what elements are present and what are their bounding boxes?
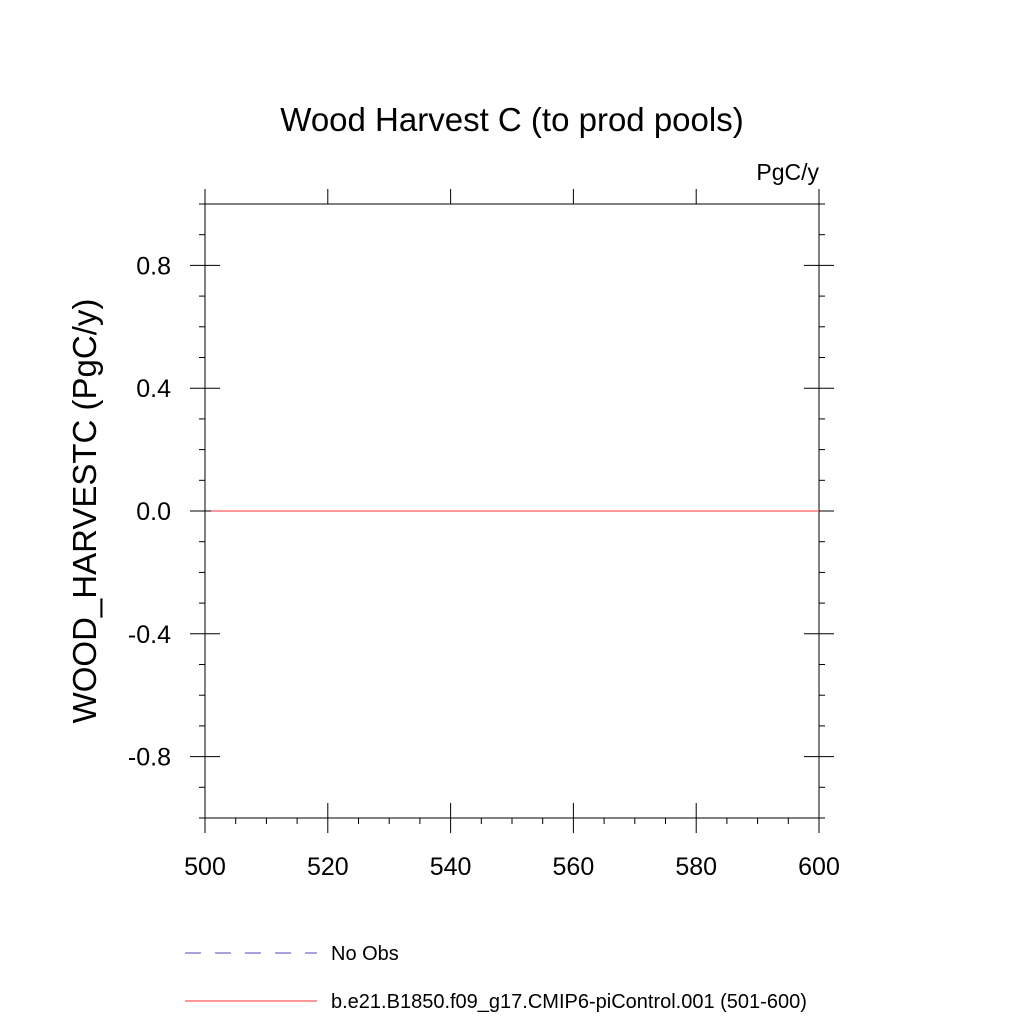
chart-title: Wood Harvest C (to prod pools) xyxy=(280,101,743,138)
x-tick-label: 560 xyxy=(553,853,595,881)
axis-ticks: 500 520 540 560 580 600 0.8 0.4 0.0 -0.4 -0.8 xyxy=(128,189,840,881)
x-tick-label: 580 xyxy=(675,853,717,881)
y-axis-label: WOOD_HARVESTC (PgC/y) xyxy=(66,299,103,724)
units-label: PgC/y xyxy=(756,159,819,185)
x-tick-label: 600 xyxy=(798,853,840,881)
y-tick-label: -0.8 xyxy=(128,744,171,772)
y-tick-label: 0.4 xyxy=(136,375,171,403)
x-tick-label: 500 xyxy=(184,853,226,881)
y-tick-label: -0.4 xyxy=(128,621,171,649)
y-tick-label: 0.8 xyxy=(136,252,171,280)
x-tick-label: 520 xyxy=(307,853,349,881)
legend: No Obs b.e21.B1850.f09_g17.CMIP6-piContro… xyxy=(185,943,807,1013)
legend-label: b.e21.B1850.f09_g17.CMIP6-piControl.001 … xyxy=(331,991,807,1013)
y-tick-label: 0.0 xyxy=(136,498,171,526)
legend-label: No Obs xyxy=(331,943,399,965)
x-tick-label: 540 xyxy=(430,853,472,881)
